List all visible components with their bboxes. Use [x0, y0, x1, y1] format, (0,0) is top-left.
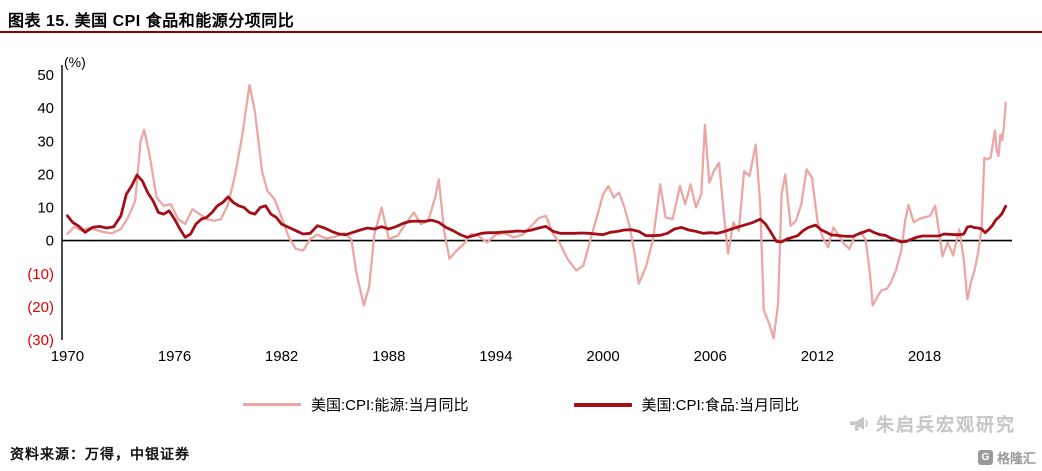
food-line-swatch	[573, 402, 632, 407]
data-source-note: 资料来源：万得，中银证券	[10, 448, 190, 463]
legend-item-food: 美国:CPI:食品:当月同比	[573, 394, 800, 415]
title-rule	[0, 31, 1042, 33]
energy-line-swatch	[242, 403, 301, 406]
legend-item-energy: 美国:CPI:能源:当月同比	[242, 394, 469, 415]
svg-text:20: 20	[37, 166, 54, 183]
gelonghui-logo-text: 格隆汇	[996, 451, 1036, 466]
watermark-text: 朱启兵宏观研究	[876, 415, 1016, 435]
svg-text:30: 30	[37, 133, 54, 150]
svg-text:2012: 2012	[801, 348, 834, 365]
gelonghui-logo: G 格隆汇	[977, 448, 1036, 467]
svg-text:1982: 1982	[265, 348, 298, 365]
svg-text:10: 10	[37, 200, 54, 217]
gelonghui-logo-icon: G	[977, 450, 993, 465]
legend-label-food: 美国:CPI:食品:当月同比	[641, 397, 800, 414]
svg-text:2018: 2018	[908, 348, 941, 365]
y-axis-unit-label: (%)	[64, 54, 86, 70]
legend-label-energy: 美国:CPI:能源:当月同比	[310, 397, 469, 414]
svg-text:50: 50	[37, 67, 54, 84]
svg-text:2000: 2000	[586, 348, 619, 365]
svg-text:(10): (10)	[27, 266, 54, 283]
svg-text:2006: 2006	[694, 348, 727, 365]
svg-text:(30): (30)	[27, 332, 54, 349]
chart-title: 图表 15. 美国 CPI 食品和能源分项同比	[8, 13, 295, 30]
svg-text:0: 0	[46, 233, 54, 250]
svg-text:1970: 1970	[51, 348, 84, 365]
watermark: 朱启兵宏观研究	[849, 411, 1016, 437]
svg-text:1994: 1994	[479, 348, 512, 365]
legend: 美国:CPI:能源:当月同比 美国:CPI:食品:当月同比	[0, 394, 1042, 415]
svg-text:40: 40	[37, 100, 54, 117]
megaphone-icon	[849, 415, 869, 433]
svg-text:1988: 1988	[372, 348, 405, 365]
svg-text:(20): (20)	[27, 299, 54, 316]
svg-text:1976: 1976	[158, 348, 191, 365]
